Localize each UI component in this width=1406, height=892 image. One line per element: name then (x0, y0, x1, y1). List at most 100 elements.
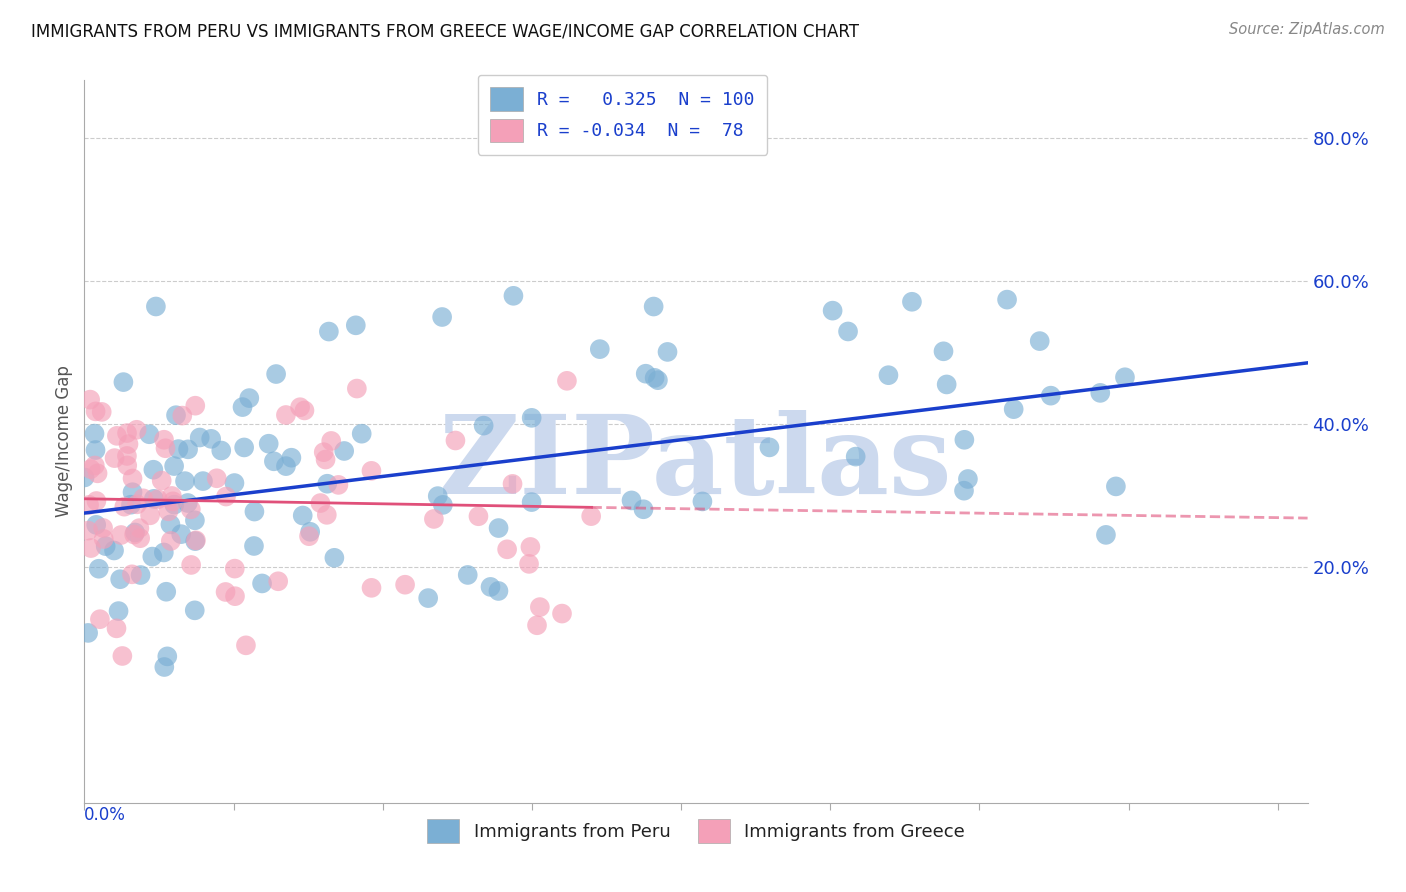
Point (488, 584, 510, 599)
Point (444, 434, 467, 448)
Point (643, 300, 665, 314)
Point (956, 472, 979, 486)
Point (328, 478, 350, 492)
Point (233, 441, 256, 455)
Point (146, 492, 169, 507)
Point (162, 494, 184, 508)
Point (323, 550, 346, 565)
Point (159, 533, 181, 548)
Point (145, 300, 167, 314)
Point (125, 423, 148, 437)
Point (426, 489, 449, 503)
Point (1028, 334, 1050, 348)
Point (321, 434, 343, 448)
Point (129, 568, 152, 582)
Point (83, 458, 105, 473)
Point (115, 449, 138, 463)
Point (555, 374, 578, 388)
Point (496, 542, 519, 557)
Point (103, 451, 125, 466)
Point (995, 293, 1018, 307)
Point (877, 368, 900, 383)
Point (184, 399, 207, 413)
Point (634, 367, 657, 381)
Text: IMMIGRANTS FROM PERU VS IMMIGRANTS FROM GREECE WAGE/INCOME GAP CORRELATION CHART: IMMIGRANTS FROM PERU VS IMMIGRANTS FROM … (31, 22, 859, 40)
Point (263, 454, 285, 468)
Point (935, 377, 957, 392)
Point (184, 534, 207, 549)
Point (80, 541, 103, 555)
Point (105, 621, 128, 635)
Point (128, 521, 150, 535)
Point (294, 403, 316, 417)
Point (288, 401, 311, 415)
Point (488, 521, 510, 535)
Point (520, 410, 543, 425)
Point (215, 490, 238, 504)
Point (502, 289, 524, 303)
Point (132, 491, 155, 506)
Point (657, 345, 679, 359)
Point (1095, 528, 1118, 542)
Point (235, 638, 257, 652)
Point (1114, 370, 1136, 384)
Point (1039, 389, 1062, 403)
Point (250, 576, 273, 591)
Text: 0.0%: 0.0% (84, 806, 127, 824)
Point (209, 443, 232, 458)
Point (89, 612, 111, 626)
Point (184, 603, 207, 617)
Point (274, 408, 297, 422)
Point (472, 418, 495, 433)
Point (517, 557, 540, 571)
Point (159, 517, 181, 532)
Point (174, 474, 197, 488)
Point (620, 493, 643, 508)
Point (153, 433, 176, 447)
Point (141, 549, 163, 564)
Point (520, 495, 543, 509)
Point (103, 543, 125, 558)
Point (77, 524, 100, 538)
Point (160, 489, 183, 503)
Point (224, 561, 246, 575)
Point (79, 392, 101, 407)
Point (316, 476, 339, 491)
Point (115, 458, 138, 473)
Point (238, 391, 260, 405)
Point (502, 476, 524, 491)
Point (692, 494, 714, 508)
Point (86, 494, 108, 508)
Point (138, 427, 160, 442)
Point (551, 607, 574, 621)
Point (107, 604, 129, 618)
Point (84, 517, 107, 532)
Point (121, 471, 143, 485)
Point (121, 567, 143, 582)
Point (315, 508, 337, 522)
Point (299, 524, 322, 539)
Point (1105, 479, 1128, 493)
Point (529, 600, 551, 615)
Point (191, 474, 214, 488)
Point (167, 442, 190, 456)
Point (457, 568, 479, 582)
Point (821, 303, 844, 318)
Point (280, 450, 302, 465)
Point (344, 318, 367, 333)
Point (125, 497, 148, 511)
Point (142, 463, 165, 477)
Point (93, 532, 115, 546)
Point (177, 442, 200, 457)
Point (170, 527, 193, 541)
Point (153, 545, 176, 559)
Point (77, 626, 100, 640)
Point (153, 660, 176, 674)
Point (430, 310, 453, 324)
Point (291, 508, 314, 523)
Point (243, 504, 266, 518)
Point (115, 426, 138, 441)
Point (264, 367, 287, 381)
Point (150, 474, 173, 488)
Point (165, 408, 187, 422)
